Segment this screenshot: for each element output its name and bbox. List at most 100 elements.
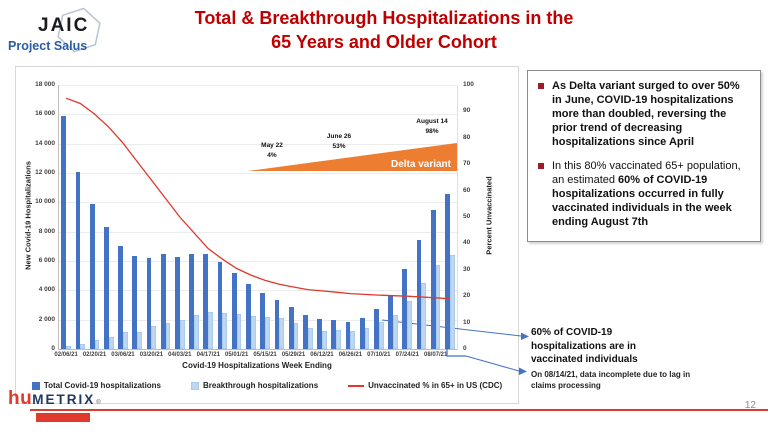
y-left-tick-label: 16 000	[35, 110, 55, 118]
y-right-tick-label: 0	[463, 345, 467, 352]
bar-breakthrough	[165, 322, 171, 349]
bar-total	[203, 254, 209, 349]
delta-milestone-label: August 14 98%	[397, 117, 467, 137]
delta-wedge-shape	[248, 143, 457, 171]
y-right-tick-label: 20	[463, 292, 471, 300]
bar-total	[146, 258, 152, 349]
legend-item: Unvaccinated % in 65+ in US (CDC)	[348, 381, 502, 390]
grid-line	[59, 261, 457, 262]
bar-breakthrough	[66, 346, 71, 349]
bar-total	[118, 246, 123, 349]
bar-total	[189, 254, 195, 349]
jaic-logo: JAIC Project Salus	[8, 5, 158, 55]
y-axis-left-title: New Covid-19 Hospitalizations	[23, 161, 33, 270]
x-tick-label: 08/07/21	[423, 352, 448, 358]
humetrix-logo: hu METRIX ®	[8, 388, 101, 410]
bar-total	[103, 227, 109, 349]
bar-total	[274, 299, 280, 349]
chart-panel: New Covid-19 Hospitalizations Percent Un…	[15, 66, 519, 404]
x-tick-label: 06/12/21	[310, 352, 334, 358]
milestone-percent: 98%	[425, 127, 439, 135]
bar-total	[345, 321, 351, 349]
grid-line	[59, 202, 457, 204]
bar-breakthrough	[122, 332, 128, 349]
x-tick-label: 04/03/21	[168, 352, 192, 358]
x-tick-label: 03/06/21	[111, 352, 135, 358]
bar-breakthrough	[80, 343, 86, 349]
y-axis-right-title: Percent Unvaccinated	[484, 176, 494, 255]
y-left-tick-label: 4 000	[38, 286, 55, 294]
bar-total	[75, 171, 81, 349]
bar-total	[246, 283, 251, 349]
bar-breakthrough	[449, 255, 455, 349]
y-right-tick-label: 60	[463, 186, 471, 194]
x-tick-label: 07/10/21	[367, 352, 391, 358]
y-left-tick-label: 2 000	[38, 315, 55, 323]
bullet-2-bold: 60% of COVID-19 hospitalizations occurre…	[552, 173, 732, 228]
legend-item: Total Covid-19 hospitalizations	[31, 381, 161, 390]
legend-square-marker	[191, 381, 200, 390]
project-salus-label: Project Salus	[8, 39, 88, 53]
bar-breakthrough	[321, 330, 327, 349]
humetrix-logo-hu: hu	[8, 388, 33, 409]
y-left-tick-label: 12 000	[35, 169, 55, 176]
bar-breakthrough	[137, 332, 142, 349]
key-findings-box: As Delta variant surged to over 50% in J…	[527, 70, 761, 242]
chart-legend: Total Covid-19 hospitalizations Breakthro…	[16, 381, 518, 390]
bar-breakthrough	[108, 336, 114, 349]
bar-breakthrough	[279, 318, 285, 349]
y-left-tick-label: 14 000	[35, 139, 55, 147]
bar-breakthrough	[151, 326, 157, 349]
bar-total	[416, 240, 422, 349]
bar-breakthrough	[94, 340, 100, 349]
delta-variant-label: Delta variant	[391, 159, 452, 170]
plot-area: 0 2 000 4 000 6 000 8 000 10 000 12 000 14 000 1…	[35, 81, 474, 358]
legend-label: Unvaccinated % in 65+ in US (CDC)	[368, 381, 503, 390]
bar-breakthrough	[208, 311, 214, 349]
milestone-date: August 14	[416, 118, 448, 125]
delta-milestone-label: May 22 4%	[237, 141, 307, 161]
bar-breakthrough	[222, 313, 228, 349]
bar-total	[430, 209, 436, 349]
bar-breakthrough	[421, 283, 427, 349]
x-tick-label: 05/29/21	[281, 352, 306, 358]
grid-line	[59, 114, 457, 116]
y-right-tick-label: 100	[463, 81, 474, 88]
x-tick-label: 03/20/21	[139, 352, 164, 358]
bar-breakthrough	[350, 331, 356, 349]
grid-line	[59, 290, 457, 292]
bar-breakthrough	[307, 328, 313, 349]
unvaccinated-trend-line	[65, 97, 450, 300]
bar-breakthrough	[435, 265, 441, 349]
x-axis-title: Covid-19 Hospitalizations Week Ending	[182, 361, 332, 370]
bullet-1: As Delta variant surged to over 50% in J…	[538, 80, 750, 150]
slide-title-line2: 65 Years and Older Cohort	[271, 32, 497, 53]
bullet-2-text: In this 80% vaccinated 65+ population, a…	[552, 160, 750, 230]
bar-breakthrough	[265, 316, 270, 349]
x-tick-label: 06/26/21	[338, 352, 363, 358]
y-right-tick-label: 10	[463, 318, 471, 326]
y-left-tick-label: 8 000	[38, 227, 55, 235]
bar-total	[132, 255, 138, 349]
x-tick-label: 02/06/21	[54, 352, 78, 358]
grid-line	[59, 143, 457, 145]
jaic-logo-text: JAIC	[38, 15, 90, 36]
y-right-tick-label: 70	[463, 160, 471, 168]
bar-breakthrough	[250, 316, 256, 349]
bar-total	[231, 272, 237, 349]
grid-line	[59, 319, 457, 321]
delta-variant-wedge: Delta variant	[248, 143, 457, 171]
legend-line-marker	[348, 384, 365, 387]
y-right-tick-label: 40	[463, 239, 471, 247]
callout-60-percent: 60% of COVID-19 hospitalizations are in …	[531, 327, 638, 365]
y-right-tick-label: 30	[463, 265, 471, 273]
bar-breakthrough	[236, 313, 242, 349]
callout-data-incomplete: On 08/14/21, data incomplete due to lag …	[531, 370, 691, 390]
x-tick-label: 07/24/21	[395, 352, 419, 358]
y-left-tick-label: 18 000	[35, 81, 55, 88]
bar-total	[89, 203, 95, 349]
grid-line	[59, 173, 457, 174]
bar-total	[317, 318, 322, 349]
footer-red-line	[30, 409, 768, 411]
legend-label: Breakthrough hospitalizations	[203, 381, 319, 390]
